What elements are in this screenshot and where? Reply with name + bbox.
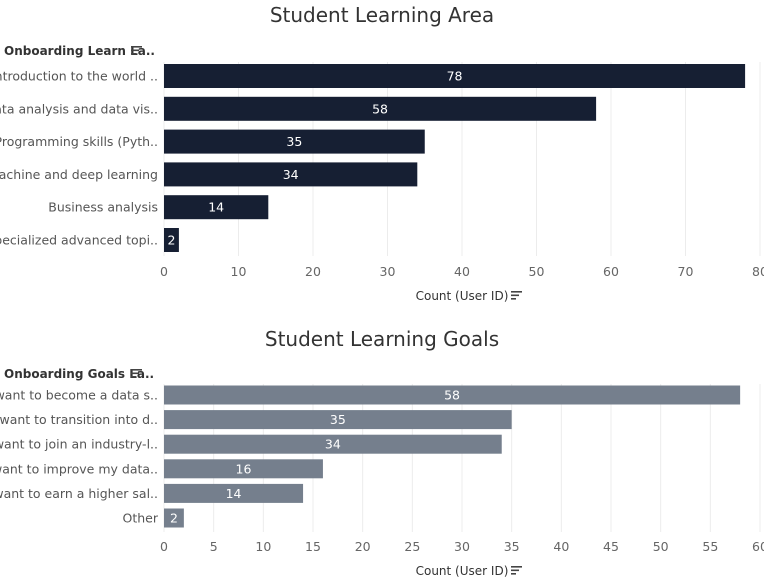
axis-sort-icon[interactable] bbox=[511, 291, 522, 300]
category-label: I want to earn a higher sal.. bbox=[0, 486, 158, 501]
tick-label: 40 bbox=[454, 264, 470, 279]
sort-icon[interactable] bbox=[131, 369, 142, 378]
category-label: I want to join an industry-l.. bbox=[0, 437, 158, 452]
tick-label: 45 bbox=[603, 539, 619, 554]
category-label: I want to transition into d.. bbox=[0, 412, 158, 427]
learning-area-chart: Student Learning Area Onboarding Learn La… bbox=[0, 3, 764, 303]
tick-label: 30 bbox=[454, 539, 470, 554]
axis-title[interactable]: Count (User ID) bbox=[416, 289, 509, 303]
sort-icon[interactable] bbox=[131, 46, 142, 55]
tick-label: 0 bbox=[160, 539, 168, 554]
bar-goals-1[interactable] bbox=[164, 410, 512, 430]
tick-label: 70 bbox=[678, 264, 694, 279]
bar-goals-5[interactable] bbox=[164, 508, 184, 528]
data-label: 14 bbox=[226, 486, 242, 501]
bar-area-2[interactable] bbox=[164, 129, 425, 154]
bar-area-1[interactable] bbox=[164, 96, 597, 121]
bar-area-4[interactable] bbox=[164, 195, 269, 220]
data-label: 2 bbox=[167, 233, 175, 248]
category-label: Introduction to the world .. bbox=[0, 69, 158, 84]
data-label: 58 bbox=[372, 101, 388, 116]
category-label: Data analysis and data vis.. bbox=[0, 101, 158, 116]
tick-label: 50 bbox=[653, 539, 669, 554]
tick-label: 60 bbox=[603, 264, 619, 279]
tick-label: 15 bbox=[305, 539, 321, 554]
axis-sort-icon[interactable] bbox=[511, 566, 522, 575]
data-label: 34 bbox=[325, 437, 341, 452]
bar-area-0[interactable] bbox=[164, 64, 746, 88]
tick-label: 5 bbox=[210, 539, 218, 554]
category-label: I want to become a data s.. bbox=[0, 388, 158, 403]
bar-goals-2[interactable] bbox=[164, 434, 502, 454]
data-label: 35 bbox=[330, 412, 346, 427]
chart-title: Student Learning Area bbox=[270, 3, 494, 27]
data-label: 34 bbox=[283, 167, 299, 182]
bar-area-5[interactable] bbox=[164, 228, 179, 252]
tick-label: 10 bbox=[255, 539, 271, 554]
tick-label: 30 bbox=[380, 264, 396, 279]
chart-title: Student Learning Goals bbox=[265, 327, 499, 351]
data-label: 16 bbox=[236, 461, 252, 476]
data-label: 2 bbox=[170, 511, 178, 526]
learning-goals-chart: Student Learning Goals Onboarding Goals L… bbox=[0, 327, 764, 578]
tick-label: 20 bbox=[305, 264, 321, 279]
tick-label: 0 bbox=[160, 264, 168, 279]
bar-goals-0[interactable] bbox=[164, 385, 741, 405]
data-label: 14 bbox=[208, 200, 224, 215]
tick-label: 80 bbox=[752, 264, 764, 279]
tick-label: 35 bbox=[504, 539, 520, 554]
tick-label: 55 bbox=[702, 539, 718, 554]
data-label: 35 bbox=[286, 134, 302, 149]
category-label: Other bbox=[123, 511, 159, 526]
data-label: 78 bbox=[447, 69, 463, 84]
axis-title[interactable]: Count (User ID) bbox=[416, 564, 509, 578]
bar-area-3[interactable] bbox=[164, 162, 418, 187]
category-label: I want to improve my data.. bbox=[0, 461, 158, 476]
dimension-header[interactable]: Onboarding Learn La.. bbox=[4, 44, 155, 58]
tick-label: 60 bbox=[752, 539, 764, 554]
tick-label: 40 bbox=[553, 539, 569, 554]
bar-goals-3[interactable] bbox=[164, 459, 323, 479]
category-label: Specialized advanced topi.. bbox=[0, 233, 158, 248]
category-label: Business analysis bbox=[48, 200, 158, 215]
data-label: 58 bbox=[444, 388, 460, 403]
tick-label: 20 bbox=[355, 539, 371, 554]
tick-label: 10 bbox=[231, 264, 247, 279]
category-label: Programming skills (Pyth.. bbox=[0, 134, 158, 149]
bar-goals-4[interactable] bbox=[164, 483, 304, 503]
tick-label: 50 bbox=[529, 264, 545, 279]
tick-label: 25 bbox=[404, 539, 420, 554]
category-label: Machine and deep learning bbox=[0, 167, 158, 182]
dimension-header[interactable]: Onboarding Goals La.. bbox=[4, 367, 154, 381]
